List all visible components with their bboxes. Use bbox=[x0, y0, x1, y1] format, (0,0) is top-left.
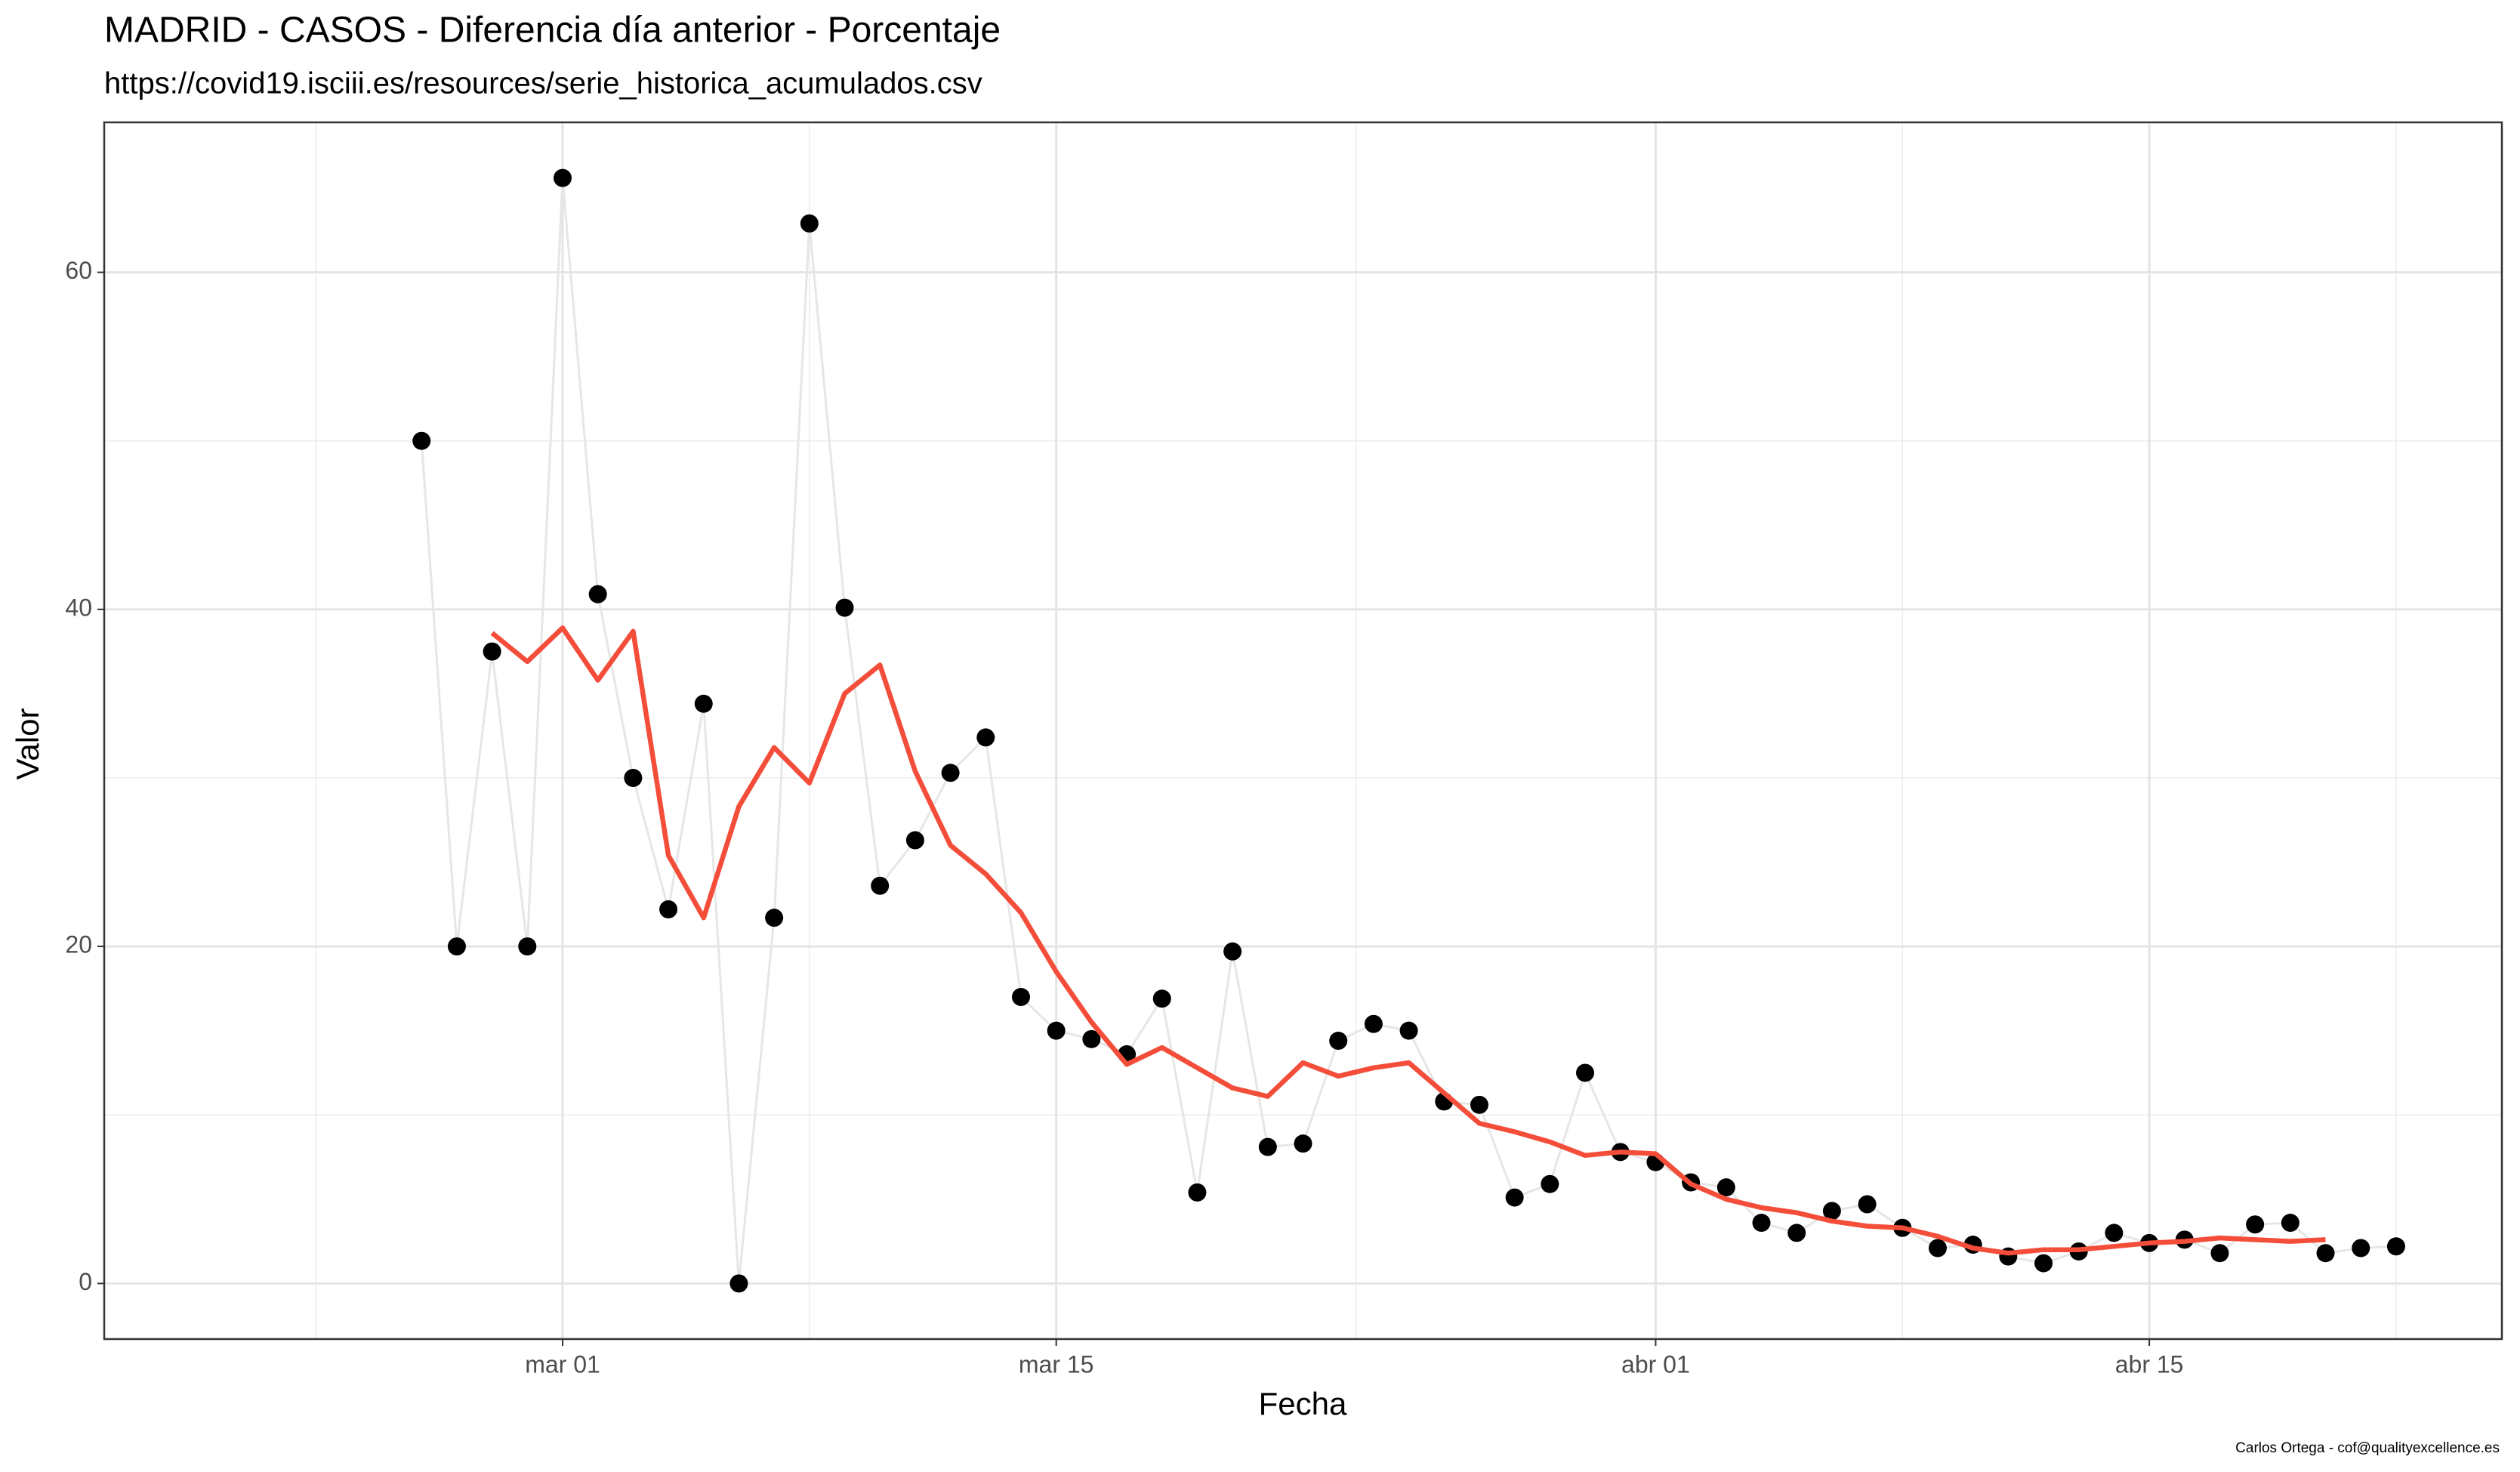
data-point bbox=[976, 728, 995, 747]
data-point bbox=[1152, 989, 1171, 1008]
data-point bbox=[800, 214, 819, 233]
x-tick-label: mar 01 bbox=[525, 1350, 600, 1378]
data-point bbox=[871, 876, 890, 895]
data-point bbox=[1364, 1014, 1383, 1033]
data-point bbox=[694, 694, 713, 713]
data-point bbox=[729, 1274, 748, 1293]
data-point bbox=[1082, 1029, 1101, 1048]
data-point bbox=[588, 585, 607, 603]
data-point bbox=[2352, 1239, 2370, 1258]
data-point bbox=[1716, 1178, 1735, 1197]
caption: Carlos Ortega - cof@qualityexcellence.es bbox=[2235, 1440, 2500, 1456]
data-point bbox=[1928, 1239, 1947, 1258]
data-point bbox=[2386, 1237, 2405, 1256]
data-point bbox=[1752, 1214, 1771, 1233]
data-point bbox=[1047, 1021, 1066, 1040]
data-point bbox=[412, 431, 431, 450]
data-point bbox=[2316, 1244, 2335, 1263]
data-point bbox=[1188, 1183, 1207, 1202]
data-point bbox=[553, 168, 572, 187]
smoothed-line bbox=[490, 625, 2326, 1256]
data-point bbox=[1787, 1224, 1806, 1242]
data-point bbox=[659, 900, 678, 919]
data-point bbox=[1505, 1188, 1524, 1207]
data-point bbox=[1576, 1063, 1595, 1082]
data-point bbox=[1258, 1137, 1277, 1156]
data-point bbox=[1858, 1195, 1877, 1214]
data-point bbox=[1399, 1021, 1418, 1040]
x-tick-label: mar 15 bbox=[1019, 1350, 1094, 1378]
data-point bbox=[1541, 1174, 1559, 1193]
data-point bbox=[447, 937, 466, 956]
data-point bbox=[2246, 1215, 2265, 1234]
y-tick-label: 40 bbox=[65, 594, 92, 621]
x-tick-label: abr 01 bbox=[1621, 1350, 1690, 1378]
x-tick-label: abr 15 bbox=[2115, 1350, 2184, 1378]
data-point bbox=[941, 764, 960, 782]
data-point bbox=[2281, 1214, 2299, 1233]
data-point bbox=[2105, 1224, 2124, 1242]
plot-border bbox=[103, 121, 2503, 1341]
data-point bbox=[1470, 1095, 1488, 1114]
chart-title: MADRID - CASOS - Diferencia día anterior… bbox=[104, 11, 1001, 51]
y-tick-label: 0 bbox=[79, 1268, 92, 1295]
data-point bbox=[483, 642, 501, 661]
data-point bbox=[1294, 1134, 1312, 1153]
data-point bbox=[1329, 1032, 1348, 1051]
y-axis-label: Valor bbox=[10, 708, 45, 780]
data-point bbox=[2034, 1254, 2053, 1273]
data-point bbox=[905, 831, 924, 850]
data-point bbox=[1822, 1202, 1841, 1220]
data-point bbox=[624, 768, 643, 787]
chart-subtitle: https://covid19.isciii.es/resources/seri… bbox=[104, 67, 982, 100]
data-point bbox=[2210, 1244, 2229, 1263]
data-point bbox=[835, 598, 854, 617]
y-tick-label: 60 bbox=[65, 257, 92, 284]
data-point bbox=[765, 909, 784, 927]
data-point bbox=[1011, 988, 1030, 1007]
y-tick-label: 20 bbox=[65, 931, 92, 958]
data-point bbox=[1223, 942, 1242, 961]
data-point bbox=[518, 937, 537, 956]
plot-background bbox=[104, 122, 2502, 1339]
x-axis-label: Fecha bbox=[1259, 1386, 1347, 1421]
